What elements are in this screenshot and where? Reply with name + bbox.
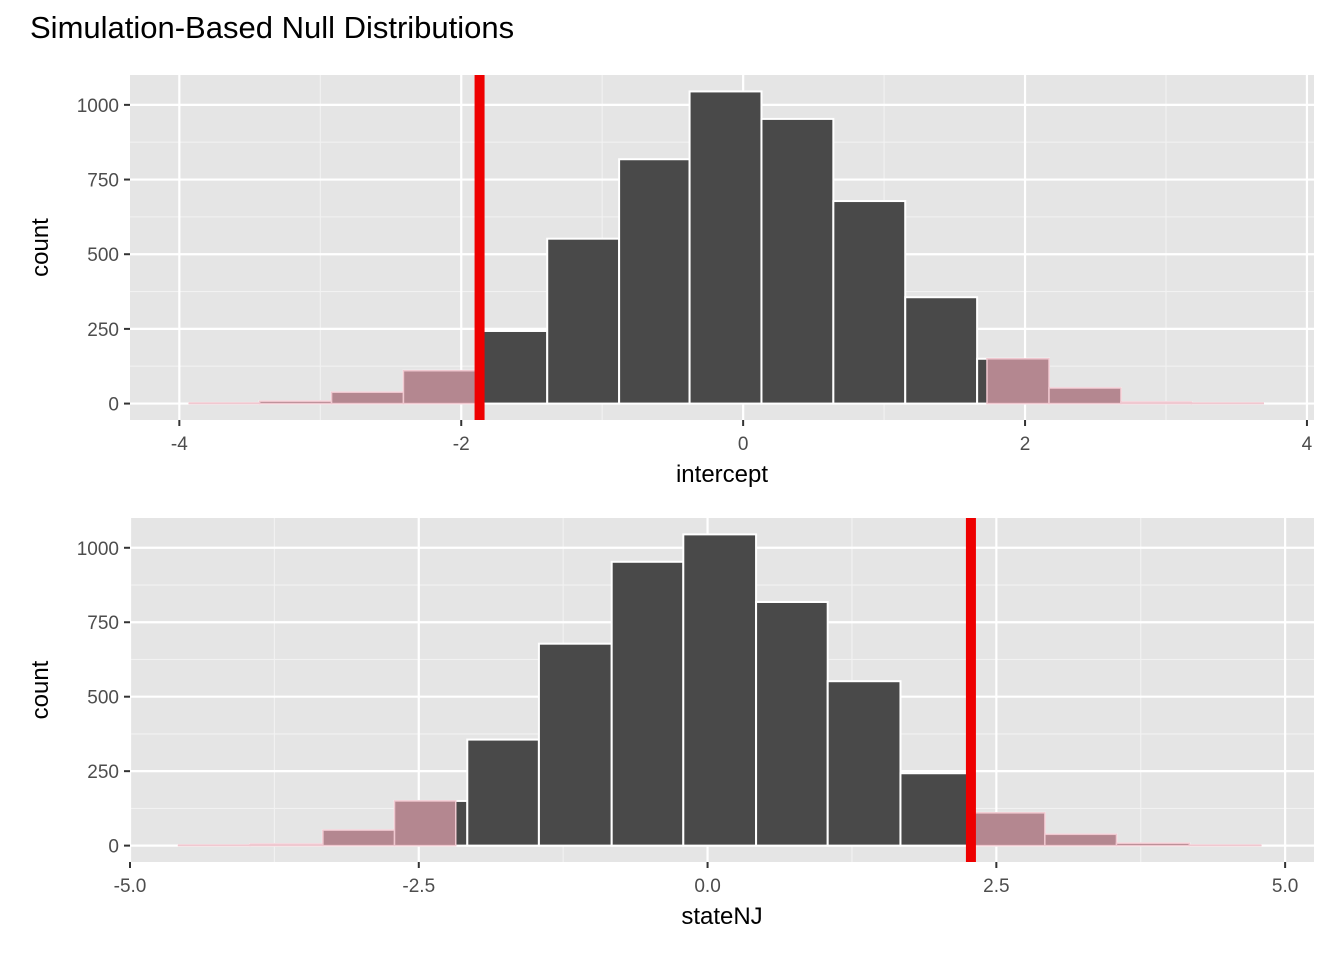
y-tick-label: 250 (87, 320, 119, 341)
shaded-bar (1048, 387, 1122, 405)
shaded-bar (402, 369, 477, 405)
x-tick-label: 0.0 (694, 876, 720, 897)
x-tick-label: 5.0 (1272, 876, 1298, 897)
shaded-bar (188, 402, 261, 405)
shaded-bar (986, 358, 1050, 405)
x-tick-label: 2 (1020, 434, 1031, 455)
chart-panel-1: -4 -2 0 2 4 0 250 500 750 1000 intercept count (27, 75, 1314, 488)
y-axis-title: count (27, 218, 54, 277)
histogram-bar (537, 642, 613, 847)
x-tick-label: -5.0 (114, 876, 147, 897)
shaded-bar (249, 843, 324, 847)
histogram-bar (688, 90, 763, 405)
shaded-bar (322, 829, 396, 847)
histogram-bar (755, 600, 829, 847)
shade-region (130, 75, 480, 420)
shaded-bar (1190, 402, 1265, 405)
histogram-bar (466, 738, 540, 847)
page-title: Simulation-Based Null Distributions (30, 10, 515, 45)
shaded-bar (1044, 833, 1118, 847)
histogram-bar (899, 772, 974, 847)
y-axis-title: count (27, 660, 54, 719)
y-tick-label: 750 (87, 171, 119, 192)
x-axis-title: intercept (676, 461, 768, 488)
histogram-bar (474, 329, 549, 405)
histogram-bar (682, 533, 758, 847)
x-tick-label: -2.5 (402, 876, 435, 897)
x-tick-label: 0 (738, 434, 749, 455)
y-tick-label: 500 (87, 245, 119, 266)
shaded-bar (1120, 401, 1193, 405)
histogram-bar (904, 296, 979, 405)
y-tick-label: 250 (87, 762, 119, 783)
y-tick-label: 750 (87, 613, 119, 634)
x-tick-label: 2.5 (983, 876, 1009, 897)
x-tick-label: 4 (1302, 434, 1313, 455)
x-tick-label: -2 (453, 434, 470, 455)
histogram-bar (832, 200, 907, 405)
x-tick-label: -4 (171, 434, 188, 455)
shaded-bar (330, 391, 405, 405)
shaded-bar (393, 800, 457, 847)
y-tick-label: 500 (87, 688, 119, 709)
histogram-bar (610, 560, 685, 847)
histogram-bar (826, 680, 902, 847)
x-axis-title: stateNJ (681, 903, 762, 930)
y-tick-label: 0 (108, 395, 119, 416)
histogram-bar (760, 117, 835, 405)
shaded-bar (258, 400, 333, 405)
chart-panel-2: -5.0 -2.5 0.0 2.5 5.0 0 250 500 750 1000 stateNJ co… (27, 518, 1314, 930)
y-tick-label: 1000 (77, 539, 119, 560)
shade-region (971, 518, 1314, 862)
shaded-bar (177, 844, 251, 847)
histogram-bar (546, 237, 621, 405)
shaded-bar (1188, 844, 1262, 847)
shaded-bar (971, 812, 1046, 847)
shaded-bar (1115, 842, 1190, 847)
y-tick-label: 1000 (77, 96, 119, 117)
y-tick-label: 0 (108, 837, 119, 858)
histogram-bar (618, 158, 691, 405)
